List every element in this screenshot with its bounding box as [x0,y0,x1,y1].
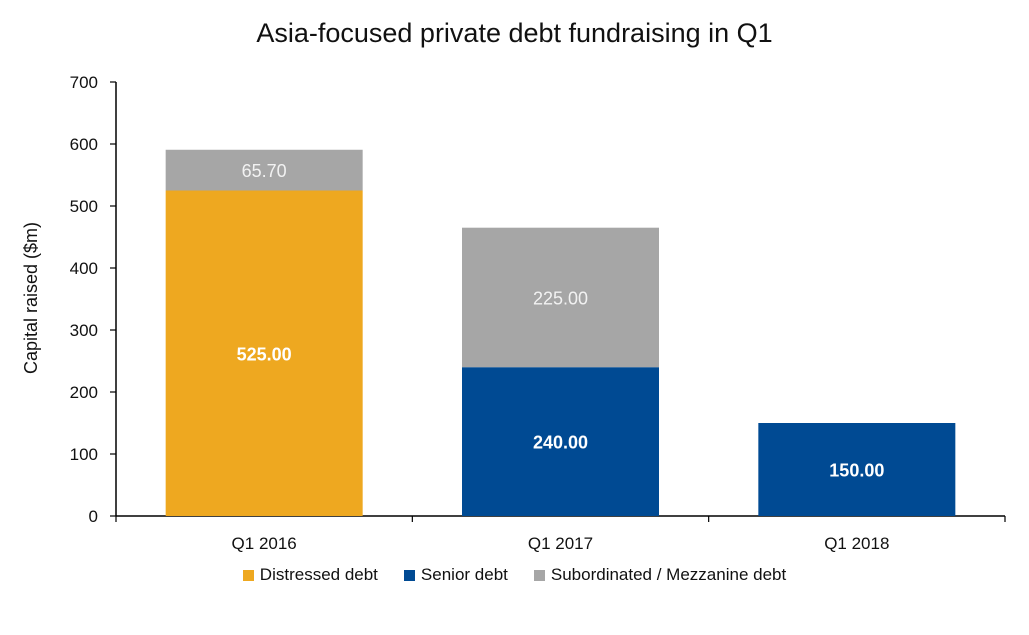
bar-data-label: 240.00 [533,433,588,453]
y-tick-label: 0 [89,507,98,526]
bar-data-label: 225.00 [533,288,588,308]
x-tick-label: Q1 2016 [232,534,297,553]
y-tick-label: 300 [70,321,98,340]
y-axis: 0 100 200 300 400 500 600 700 [70,73,117,526]
y-tick-label: 400 [70,259,98,278]
x-axis: Q1 2016 Q1 2017 Q1 2018 [115,515,1006,553]
y-axis-label: Capital raised ($m) [21,222,41,374]
x-tick-label: Q1 2017 [528,534,593,553]
legend-label: Distressed debt [259,565,378,584]
y-tick-label: 200 [70,383,98,402]
bars [165,149,956,516]
bar-labels: 525.00 65.70 240.00 225.00 150.00 [237,161,885,480]
legend-item: Distressed debt [242,565,378,585]
legend-swatch [533,569,545,581]
legend-label: Senior debt [420,565,508,584]
bar-data-label: 525.00 [237,344,292,364]
bar-segment [462,367,659,516]
bar-segment [462,227,659,368]
chart-title: Asia-focused private debt fundraising in… [256,18,773,48]
bar-segment [165,190,363,516]
bar-data-label: 150.00 [829,461,884,481]
legend-item: Senior debt [403,565,508,585]
y-tick-label: 500 [70,197,98,216]
bar-segment [758,423,956,516]
legend-item: Subordinated / Mezzanine debt [533,565,787,585]
y-tick-label: 600 [70,135,98,154]
x-tick-label: Q1 2018 [824,534,889,553]
y-tick-label: 700 [70,73,98,92]
legend-swatch [242,569,254,581]
bar-segment [165,149,363,191]
legend-swatch [403,569,415,581]
legend-label: Subordinated / Mezzanine debt [550,565,787,584]
bar-data-label: 65.70 [242,161,287,181]
legend: Distressed debt Senior debt Subordinated /… [0,565,1029,585]
y-tick-label: 100 [70,445,98,464]
